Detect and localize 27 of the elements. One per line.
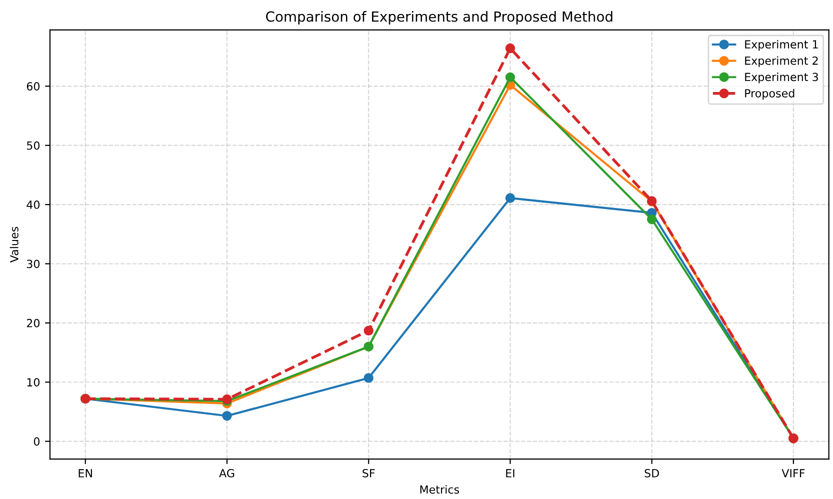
y-tick-label: 10 (27, 378, 40, 387)
y-tick-label: 50 (26, 141, 40, 150)
x-axis-title: Metrics (420, 485, 460, 494)
y-tick-label: 60 (26, 82, 40, 91)
point (222, 411, 232, 421)
x-tick-label: VIFF (782, 469, 805, 478)
point (505, 193, 516, 203)
point (364, 326, 374, 336)
x-tick-label: SF (362, 469, 375, 478)
y-tick-label: 20 (26, 318, 40, 328)
point (505, 43, 516, 54)
chart-title: Comparison of Experiments and Proposed Method (266, 11, 612, 24)
legend-label: Experiment 3 (745, 72, 818, 84)
x-tick-label: SD (644, 469, 659, 478)
legend-label: Experiment 2 (745, 56, 818, 68)
y-tick-label: 30 (26, 260, 40, 268)
point (505, 72, 516, 82)
point (646, 214, 657, 224)
x-tick-label: AG (219, 469, 234, 478)
legend-label: Proposed (745, 88, 794, 100)
legend-label: Experiment 1 (745, 40, 818, 51)
point (364, 373, 374, 383)
y-tick-label: 0 (34, 437, 40, 446)
x-tick-label: EN (78, 469, 92, 478)
y-tick-label: 40 (26, 200, 40, 209)
x-tick-label: EI (506, 469, 514, 478)
y-axis-title: Values (10, 226, 18, 263)
